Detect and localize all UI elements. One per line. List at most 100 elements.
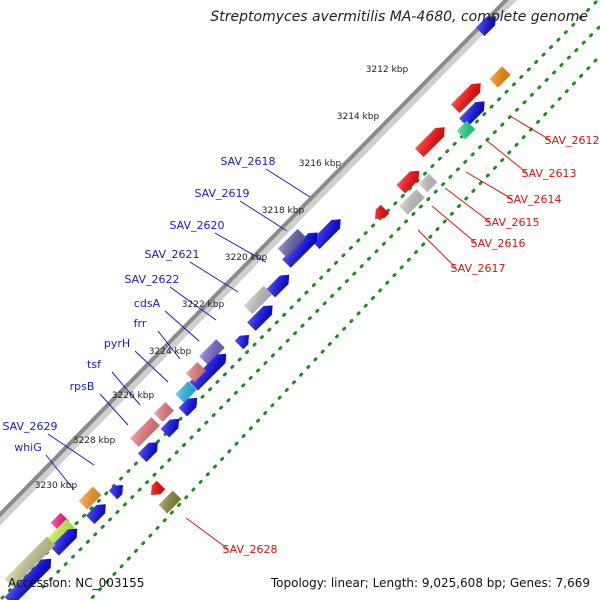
gene-label: SAV_2629	[2, 420, 57, 433]
gene-block	[50, 528, 78, 556]
gene-shape-shade	[266, 274, 290, 298]
ruler-tick-label: 3226 kbp	[112, 391, 155, 401]
gene-shape-shade	[4, 536, 56, 588]
gene-block	[158, 490, 182, 514]
gene-block	[151, 480, 166, 495]
gene-shape-shade	[189, 353, 227, 391]
gene-label: rpsB	[70, 380, 95, 393]
gene-shape-shade	[418, 173, 438, 193]
callout-line	[164, 310, 200, 342]
gene-shape-shade	[247, 305, 273, 331]
ruler-ticks: 3212 kbp 3214 kbp 3216 kbp 3218 kbp 3220 kbp…	[35, 65, 409, 491]
track-dots-inner-right	[38, 24, 600, 592]
gene-label: SAV_2615	[484, 216, 539, 229]
ruler-tick-label: 3214 kbp	[337, 112, 380, 122]
gene-block	[175, 381, 197, 403]
gene-block	[489, 66, 511, 88]
gene-shape-shade	[451, 83, 481, 113]
gene-shape-shade	[243, 285, 273, 315]
gene-block	[154, 402, 174, 422]
callout-line	[265, 168, 311, 198]
gene-label: pyrH	[104, 337, 130, 350]
callout-line	[134, 350, 169, 383]
gene-shape-shade	[456, 120, 476, 140]
gene-label: whiG	[14, 441, 42, 454]
callout-line	[47, 433, 95, 466]
gene-block	[418, 173, 438, 193]
gene-block	[247, 305, 273, 331]
gene-block	[4, 558, 52, 600]
callout-line	[465, 171, 513, 200]
gene-shape-shade	[489, 66, 511, 88]
map-title: Streptomyces avermitilis MA-4680, comple…	[210, 9, 588, 25]
callout-line	[169, 286, 217, 321]
gene-shape-shade	[234, 335, 249, 350]
gene-shape-shade	[399, 189, 425, 215]
callout-line	[111, 371, 141, 406]
gene-label: SAV_2622	[124, 273, 179, 286]
gene-block	[456, 120, 476, 140]
gene-block	[85, 504, 106, 525]
callout-line	[189, 261, 239, 293]
gene-block	[45, 519, 75, 549]
ruler-tick-label: 3216 kbp	[299, 159, 342, 169]
gene-label: SAV_2616	[470, 237, 525, 250]
gene-block	[415, 127, 445, 157]
gene-block	[160, 418, 180, 438]
gene-label: SAV_2617	[450, 262, 505, 275]
gene-block	[399, 189, 425, 215]
gene-shape-shade	[154, 402, 174, 422]
genome-axis	[0, 0, 509, 518]
gene-block	[243, 285, 273, 315]
gene-shape-shade	[137, 442, 158, 463]
callout-line	[239, 200, 288, 232]
gene-shape-shade	[175, 381, 197, 403]
gene-block	[130, 417, 160, 447]
gene-block	[78, 486, 102, 510]
accession-label: Accession: NC_003155	[8, 576, 145, 590]
gene-shape-shade	[151, 480, 166, 495]
ruler-tick-label: 3218 kbp	[262, 206, 305, 216]
gene-shape-shade	[199, 339, 225, 365]
gene-shape-shade	[50, 528, 78, 556]
gene-shape-shade	[85, 504, 106, 525]
callout-line	[157, 330, 181, 360]
callout-line	[214, 232, 267, 263]
callout-line	[99, 393, 129, 426]
gene-shape-shade	[277, 228, 307, 258]
gene-block	[137, 442, 158, 463]
gene-label: cdsA	[134, 297, 161, 310]
callout-line	[417, 229, 457, 269]
gene-block	[178, 397, 198, 417]
ruler-tick-label: 3230 kbp	[35, 481, 78, 491]
ruler-tick-label: 3228 kbp	[73, 436, 116, 446]
gene-label: SAV_2620	[169, 219, 224, 232]
gene-block	[475, 16, 496, 37]
gene-block	[4, 536, 56, 588]
gene-shape-shade	[459, 101, 485, 127]
gene-shape-shade	[50, 512, 70, 532]
gene-label: SAV_2613	[521, 167, 576, 180]
callout-line	[485, 139, 528, 174]
gene-shape-shade	[160, 418, 180, 438]
track-dots-outer-right	[88, 58, 598, 600]
gene-label: tsf	[87, 358, 102, 371]
gene-shape-shade	[178, 397, 198, 417]
ruler-tick-label: 3212 kbp	[366, 65, 409, 75]
ruler-tick-label: 3222 kbp	[182, 300, 225, 310]
gene-label: SAV_2619	[194, 187, 249, 200]
gene-callouts: SAV_2618 SAV_2619 SAV_2620 SAV_2621 SAV_2622…	[2, 115, 600, 556]
gene-block	[282, 232, 318, 268]
gene-block	[266, 274, 290, 298]
gene-label: SAV_2621	[144, 248, 199, 261]
gene-label: SAV_2628	[222, 543, 277, 556]
gene-block	[186, 362, 206, 382]
gene-shape-shade	[158, 490, 182, 514]
gene-block	[459, 101, 485, 127]
gene-block	[311, 219, 341, 249]
gene-block	[189, 353, 227, 391]
ruler-tick-label: 3224 kbp	[149, 347, 192, 357]
gene-shape-shade	[415, 127, 445, 157]
